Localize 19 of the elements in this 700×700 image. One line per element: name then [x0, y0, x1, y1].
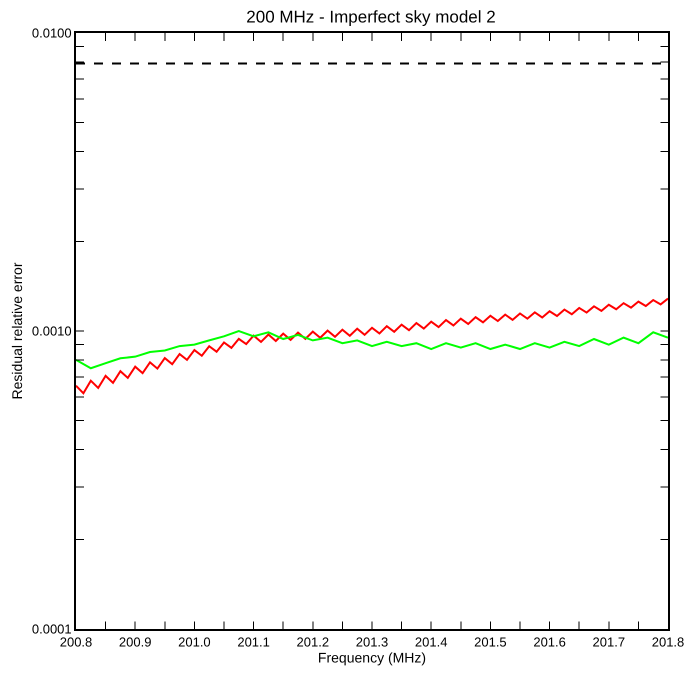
- x-axis-title: Frequency (MHz): [318, 649, 426, 666]
- x-tick-label: 200.8: [60, 634, 92, 650]
- x-tick-label: 201.0: [178, 634, 211, 650]
- x-tick-label: 201.4: [414, 634, 448, 650]
- chart-title: 200 MHz - Imperfect sky model 2: [246, 7, 496, 26]
- y-tick-label: 0.0100: [32, 26, 72, 41]
- line-series: [76, 330, 668, 370]
- x-tick-label: 200.9: [118, 634, 152, 650]
- x-tick-label: 201.1: [237, 634, 270, 650]
- x-tick-label: 201.6: [533, 634, 566, 650]
- x-tick-label: 201.8: [652, 634, 684, 650]
- x-tick-label: 201.7: [592, 634, 626, 650]
- y-axis-title: Residual relative error: [8, 262, 25, 400]
- x-tick-label: 201.5: [474, 634, 507, 650]
- line-series: [76, 298, 668, 394]
- x-tick-label: 201.3: [356, 634, 388, 650]
- y-tick-label: 0.0001: [32, 622, 72, 637]
- y-tick-label: 0.0010: [32, 324, 72, 339]
- x-tick-label: 201.2: [296, 634, 330, 650]
